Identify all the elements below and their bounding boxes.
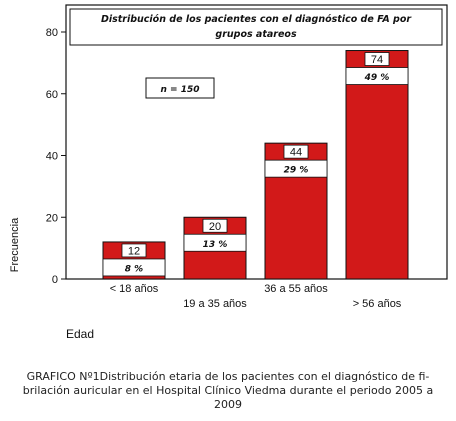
- n-annotation-box: [145, 77, 215, 99]
- percent-label-box: [345, 67, 409, 85]
- figure-caption: GRAFICO Nº1Distribución etaria de los pa…: [0, 370, 456, 412]
- percent-label: 13 %: [203, 240, 228, 250]
- value-label-box: [121, 243, 147, 258]
- percent-label: 49 %: [364, 73, 390, 83]
- percent-label: 29 %: [284, 166, 309, 176]
- y-tick-label: 20: [46, 212, 58, 224]
- percent-label-box: [264, 159, 328, 178]
- value-label: 12: [128, 245, 140, 257]
- value-label: 74: [371, 54, 383, 66]
- caption-line-3: 2009: [214, 398, 242, 411]
- caption-line-1: GRAFICO Nº1Distribución etaria de los pa…: [26, 370, 430, 383]
- percent-label-box: [102, 258, 166, 277]
- value-label-box: [364, 52, 390, 66]
- x-tick-label: 36 a 55 años: [264, 283, 328, 295]
- x-tick-label: 19 a 35 años: [183, 298, 247, 310]
- percent-label: 8 %: [125, 264, 143, 274]
- chart-title-line-1: Distribución de los pacientes con el dia…: [101, 14, 412, 25]
- percent-label-box: [183, 233, 247, 252]
- bar-chart: Distribución de los pacientes con el dia…: [9, 4, 448, 341]
- value-label-box: [283, 144, 309, 159]
- x-tick-label: < 18 años: [110, 283, 159, 295]
- title-box: [69, 8, 443, 46]
- y-tick-label: 80: [46, 27, 58, 39]
- x-tick-label: > 56 años: [353, 298, 402, 310]
- y-axis-label: Frecuencia: [9, 217, 21, 272]
- caption-line-2: brilación auricular en el Hospital Clíni…: [22, 384, 434, 397]
- y-tick-label: 40: [46, 151, 58, 163]
- y-tick-label: 0: [52, 274, 58, 286]
- x-axis-label: Edad: [66, 327, 94, 341]
- value-label: 44: [290, 147, 302, 159]
- value-label-box: [202, 218, 228, 233]
- n-annotation: n = 150: [160, 85, 199, 95]
- bar: [345, 50, 409, 280]
- chart-title-line-2: grupos atareos: [215, 29, 297, 40]
- y-tick-label: 60: [46, 89, 58, 101]
- value-label: 20: [209, 221, 221, 233]
